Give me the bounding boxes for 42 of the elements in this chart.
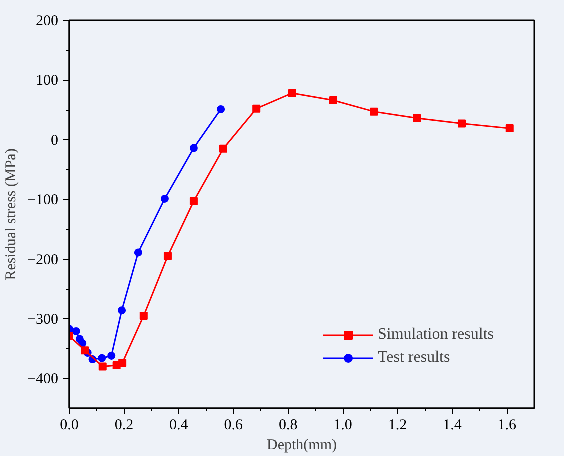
y-tick-label: −300 bbox=[28, 312, 59, 328]
y-tick-label: 200 bbox=[36, 14, 58, 30]
x-tick-label: 1.6 bbox=[498, 418, 518, 434]
y-tick-label: −200 bbox=[28, 252, 59, 268]
y-tick-label: −400 bbox=[28, 372, 59, 388]
point bbox=[98, 354, 106, 362]
x-tick-label: 0.4 bbox=[170, 418, 189, 434]
point bbox=[164, 252, 172, 260]
x-tick-label: 0.2 bbox=[114, 418, 134, 434]
y-tick-label: 0 bbox=[51, 132, 58, 149]
point bbox=[118, 306, 126, 315]
point bbox=[329, 96, 338, 104]
point bbox=[160, 194, 169, 203]
point bbox=[140, 312, 148, 320]
x-axis-title: Depth(mm) bbox=[267, 438, 337, 454]
x-tick-label: 0.6 bbox=[224, 418, 244, 434]
x-tick-label: 1.2 bbox=[388, 418, 408, 434]
point bbox=[190, 144, 198, 152]
y-tick-label: 100 bbox=[36, 73, 58, 90]
x-tick-label: 1.4 bbox=[443, 418, 462, 434]
point bbox=[217, 105, 226, 114]
point bbox=[252, 104, 261, 113]
x-tick-label: 0.8 bbox=[278, 418, 298, 434]
point bbox=[118, 359, 127, 368]
point bbox=[288, 89, 296, 98]
y-tick-label: −100 bbox=[28, 192, 59, 209]
x-tick-label: 1.0 bbox=[334, 418, 352, 434]
legend-label: Test results bbox=[378, 349, 450, 367]
point bbox=[72, 328, 80, 336]
point bbox=[219, 144, 228, 153]
point bbox=[190, 197, 198, 206]
point bbox=[134, 248, 142, 257]
point bbox=[413, 114, 422, 122]
point bbox=[506, 124, 514, 133]
y-axis-title: Residual stress (MPa) bbox=[4, 148, 20, 280]
x-tick-label: 0.0 bbox=[60, 418, 79, 434]
point bbox=[108, 352, 116, 360]
point bbox=[458, 120, 466, 128]
point bbox=[81, 346, 90, 355]
legend-label: Simulation results bbox=[378, 326, 494, 344]
point bbox=[370, 108, 378, 116]
point bbox=[98, 362, 107, 371]
